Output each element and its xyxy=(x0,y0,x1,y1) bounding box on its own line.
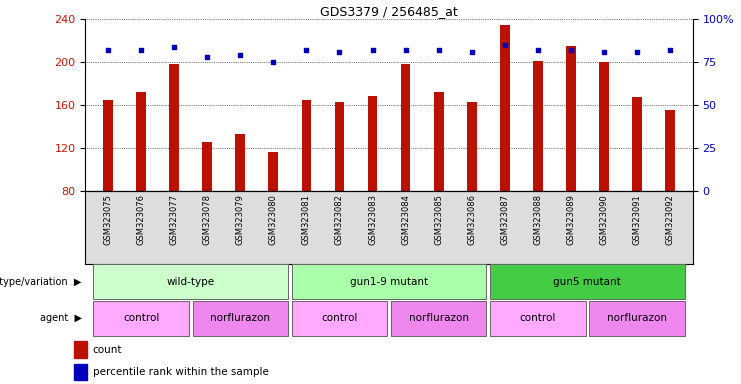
Bar xyxy=(74,364,87,380)
Text: GSM323079: GSM323079 xyxy=(236,194,245,245)
Text: percentile rank within the sample: percentile rank within the sample xyxy=(93,367,268,377)
Text: norflurazon: norflurazon xyxy=(408,313,468,323)
Bar xyxy=(632,98,642,190)
Bar xyxy=(467,102,476,190)
Text: GSM323078: GSM323078 xyxy=(203,194,212,245)
Text: GSM323086: GSM323086 xyxy=(467,194,476,245)
Text: control: control xyxy=(519,313,556,323)
Text: GSM323088: GSM323088 xyxy=(533,194,542,245)
Point xyxy=(333,49,345,55)
Text: GSM323091: GSM323091 xyxy=(632,194,641,245)
Point xyxy=(664,47,676,53)
Text: GSM323081: GSM323081 xyxy=(302,194,311,245)
Text: GSM323087: GSM323087 xyxy=(500,194,509,245)
FancyBboxPatch shape xyxy=(292,264,486,300)
Text: norflurazon: norflurazon xyxy=(210,313,270,323)
Point xyxy=(202,54,213,60)
Text: genotype/variation  ▶: genotype/variation ▶ xyxy=(0,277,82,287)
Bar xyxy=(499,25,510,190)
Point xyxy=(102,47,114,53)
Bar xyxy=(665,110,674,190)
Bar xyxy=(202,142,213,190)
Bar xyxy=(104,99,113,190)
Point xyxy=(301,47,313,53)
Point xyxy=(565,47,576,53)
Point xyxy=(268,59,279,65)
Point xyxy=(433,47,445,53)
Text: gun1-9 mutant: gun1-9 mutant xyxy=(350,277,428,287)
Point xyxy=(631,49,642,55)
Text: GSM323082: GSM323082 xyxy=(335,194,344,245)
Point xyxy=(367,47,379,53)
Point xyxy=(399,47,411,53)
FancyBboxPatch shape xyxy=(193,301,288,336)
Bar xyxy=(334,102,345,190)
Point xyxy=(598,49,610,55)
FancyBboxPatch shape xyxy=(490,301,585,336)
Point xyxy=(532,47,544,53)
FancyBboxPatch shape xyxy=(292,301,388,336)
FancyBboxPatch shape xyxy=(490,264,685,300)
Bar xyxy=(599,62,608,190)
Text: GSM323077: GSM323077 xyxy=(170,194,179,245)
Bar xyxy=(302,99,311,190)
Text: GSM323092: GSM323092 xyxy=(665,194,674,245)
Title: GDS3379 / 256485_at: GDS3379 / 256485_at xyxy=(320,5,458,18)
Point xyxy=(168,43,180,50)
Text: GSM323085: GSM323085 xyxy=(434,194,443,245)
Text: control: control xyxy=(123,313,159,323)
Text: GSM323075: GSM323075 xyxy=(104,194,113,245)
Text: count: count xyxy=(93,345,122,355)
Bar xyxy=(565,46,576,190)
Text: wild-type: wild-type xyxy=(167,277,215,287)
Text: GSM323076: GSM323076 xyxy=(137,194,146,245)
Text: GSM323089: GSM323089 xyxy=(566,194,575,245)
Text: GSM323080: GSM323080 xyxy=(269,194,278,245)
Bar xyxy=(533,61,542,190)
Text: GSM323083: GSM323083 xyxy=(368,194,377,245)
FancyBboxPatch shape xyxy=(589,301,685,336)
Bar xyxy=(433,92,444,190)
Text: GSM323090: GSM323090 xyxy=(599,194,608,245)
Bar xyxy=(401,64,411,190)
FancyBboxPatch shape xyxy=(93,264,288,300)
FancyBboxPatch shape xyxy=(93,301,189,336)
Point xyxy=(136,47,147,53)
Bar xyxy=(136,92,146,190)
FancyBboxPatch shape xyxy=(391,301,486,336)
Text: control: control xyxy=(322,313,358,323)
Bar xyxy=(236,134,245,190)
Bar xyxy=(268,152,279,190)
Text: norflurazon: norflurazon xyxy=(607,313,667,323)
Point xyxy=(465,49,477,55)
Bar xyxy=(170,64,179,190)
Bar xyxy=(74,341,87,358)
Bar xyxy=(368,96,377,190)
Point xyxy=(234,52,246,58)
Text: GSM323084: GSM323084 xyxy=(401,194,410,245)
Text: gun5 mutant: gun5 mutant xyxy=(554,277,621,287)
Text: agent  ▶: agent ▶ xyxy=(39,313,82,323)
Point xyxy=(499,42,511,48)
